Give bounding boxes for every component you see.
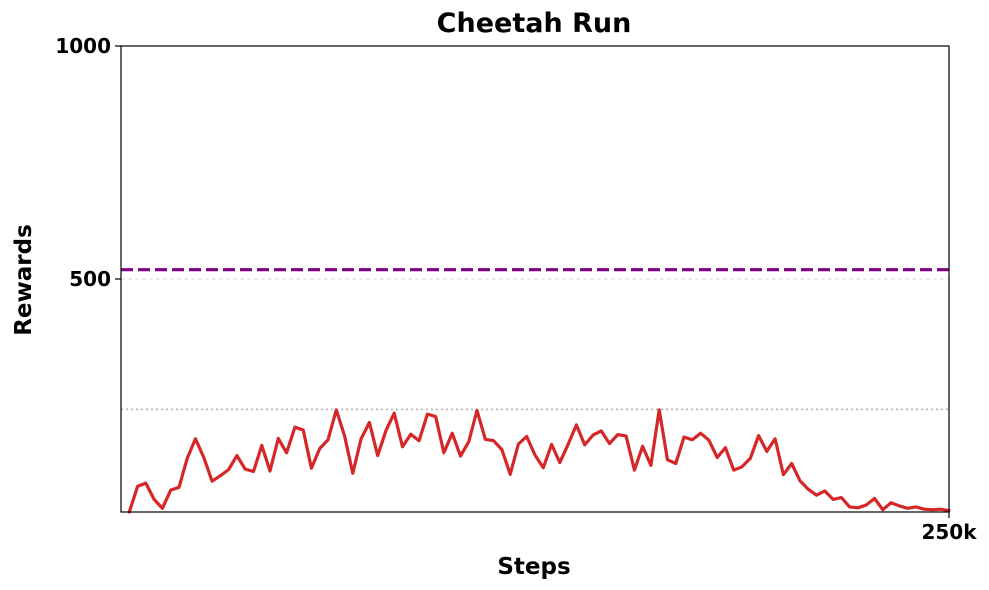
y-axis-label: Rewards (11, 224, 37, 336)
series-line-rewards (127, 408, 951, 514)
x-axis-ticks: 250k (921, 512, 977, 544)
y-axis-ticks: 500 1000 (55, 34, 121, 291)
y-tick-label-1: 1000 (55, 34, 111, 58)
x-axis-label: Steps (497, 554, 570, 580)
chart-title: Cheetah Run (437, 8, 632, 39)
reference-lines (121, 268, 949, 411)
x-tick-label-0: 250k (921, 520, 977, 544)
y-tick-label-0: 500 (69, 267, 111, 291)
